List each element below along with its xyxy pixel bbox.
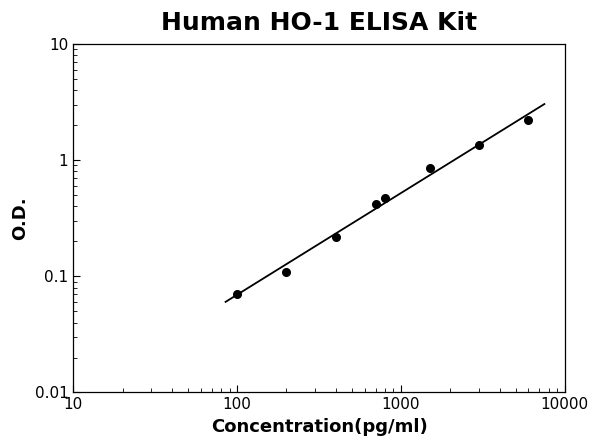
Title: Human HO-1 ELISA Kit: Human HO-1 ELISA Kit bbox=[161, 11, 477, 35]
Y-axis label: O.D.: O.D. bbox=[11, 196, 29, 240]
X-axis label: Concentration(pg/ml): Concentration(pg/ml) bbox=[211, 418, 427, 436]
